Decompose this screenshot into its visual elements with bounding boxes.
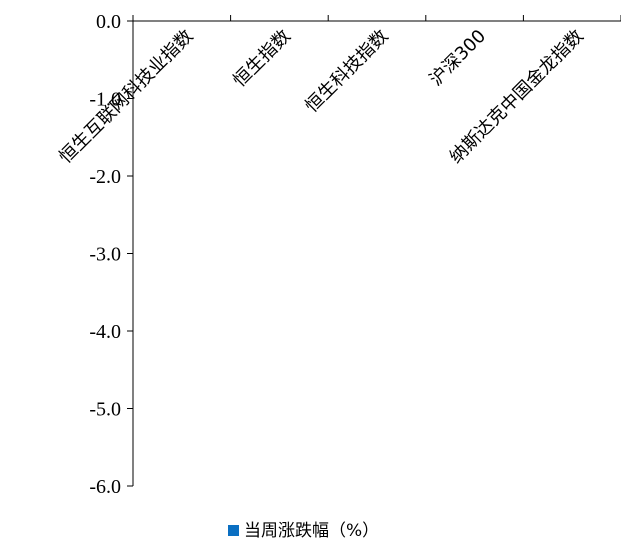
category-label-3: 沪深300: [426, 26, 491, 91]
y-tick-label: -2.0: [89, 166, 121, 188]
y-tick-label: -4.0: [89, 321, 121, 343]
y-tick-labels: 0.0 -1.0 -2.0 -3.0 -4.0 -5.0 -6.0: [89, 11, 121, 498]
category-label-2: 恒生科技指数: [301, 26, 392, 117]
category-label-1: 恒生指数: [229, 26, 295, 92]
axes-group: [127, 15, 621, 487]
y-tick-label: -5.0: [89, 399, 121, 421]
y-tick-label: -3.0: [89, 244, 121, 266]
y-tick-label: -6.0: [89, 476, 121, 498]
category-label-0: 恒生互联网科技业指数: [55, 26, 197, 168]
legend-label: 当周涨跌幅（%）: [244, 521, 379, 541]
legend: 当周涨跌幅（%）: [228, 521, 379, 541]
y-tick-label: 0.0: [96, 11, 121, 33]
y-tick-label: -1.0: [89, 89, 121, 111]
legend-swatch: [228, 525, 239, 536]
